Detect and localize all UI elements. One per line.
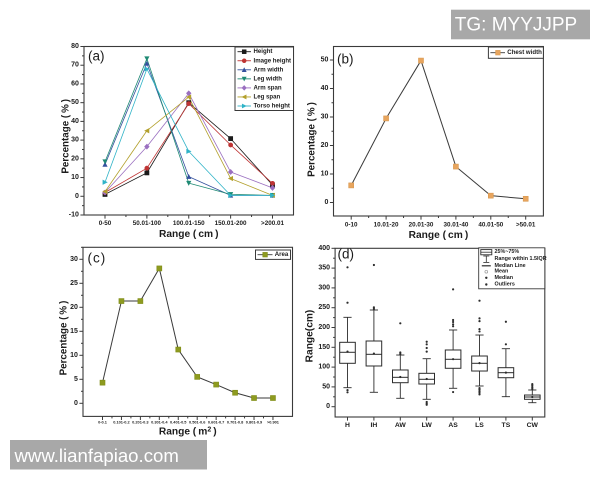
- svg-text:Percentage ( % ): Percentage ( % ): [307, 102, 318, 177]
- svg-text:Area: Area: [275, 251, 289, 258]
- svg-text:0: 0: [75, 193, 79, 200]
- svg-text:Percentage ( % ): Percentage ( % ): [61, 99, 72, 174]
- svg-text:15: 15: [70, 328, 78, 335]
- svg-text:10: 10: [321, 171, 329, 178]
- svg-text:300: 300: [318, 284, 330, 291]
- svg-text:Arm span: Arm span: [254, 84, 282, 91]
- svg-text:Leg span: Leg span: [254, 93, 281, 100]
- svg-text:0-50: 0-50: [99, 220, 112, 227]
- svg-text:30.01-40: 30.01-40: [443, 221, 468, 228]
- svg-text:Range(cm): Range(cm): [305, 310, 316, 363]
- svg-text:LW: LW: [422, 422, 433, 429]
- svg-text:20: 20: [70, 304, 78, 311]
- svg-text:350: 350: [318, 265, 330, 272]
- svg-text:25%~75%: 25%~75%: [495, 249, 520, 255]
- svg-text:TG: MYYJJPP: TG: MYYJJPP: [455, 15, 577, 36]
- svg-text:LS: LS: [475, 422, 484, 429]
- svg-text:50.01-100: 50.01-100: [133, 220, 162, 227]
- svg-text:40.01-50: 40.01-50: [478, 221, 503, 228]
- svg-text:0.801-0.9: 0.801-0.9: [246, 419, 263, 424]
- svg-text:0.701-0.8: 0.701-0.8: [227, 419, 244, 424]
- svg-text:0.301-0.4: 0.301-0.4: [151, 419, 168, 424]
- svg-text:>200.01: >200.01: [261, 220, 284, 227]
- svg-text:www.lianfapiao.com: www.lianfapiao.com: [14, 445, 179, 466]
- svg-text:30: 30: [71, 137, 79, 144]
- svg-text:50: 50: [322, 383, 330, 390]
- svg-text:(d): (d): [338, 247, 355, 262]
- svg-text:70: 70: [71, 62, 79, 69]
- svg-text:Arm width: Arm width: [254, 66, 284, 73]
- svg-text:Outliers: Outliers: [495, 282, 515, 288]
- svg-text:TS: TS: [502, 422, 511, 429]
- svg-text:Leg width: Leg width: [254, 75, 283, 82]
- svg-text:10: 10: [71, 174, 79, 181]
- svg-text:Height: Height: [254, 48, 273, 55]
- svg-text:20: 20: [71, 155, 79, 162]
- svg-text:AW: AW: [395, 422, 407, 429]
- svg-text:Range ( cm ): Range ( cm ): [159, 229, 219, 240]
- svg-text:(b): (b): [337, 52, 354, 67]
- svg-text:150: 150: [318, 344, 330, 351]
- svg-text:Range ( m2 ): Range ( m2 ): [159, 427, 217, 438]
- svg-text:H: H: [345, 422, 350, 429]
- svg-text:0: 0: [324, 199, 328, 206]
- svg-text:40: 40: [321, 85, 329, 92]
- svg-text:Range within 1.5IQR: Range within 1.5IQR: [495, 256, 547, 262]
- svg-text:Torso height: Torso height: [254, 103, 290, 110]
- svg-text:30: 30: [321, 114, 329, 121]
- svg-text:Median Line: Median Line: [495, 263, 526, 269]
- svg-text:0.401-0.5: 0.401-0.5: [170, 419, 187, 424]
- svg-text:0-0.1: 0-0.1: [98, 419, 108, 424]
- svg-text:50: 50: [71, 99, 79, 106]
- svg-text:0.201-0.3: 0.201-0.3: [132, 419, 149, 424]
- svg-text:Image height: Image height: [254, 57, 292, 64]
- svg-text:(c): (c): [88, 251, 107, 266]
- svg-text:-10: -10: [69, 212, 79, 219]
- svg-text:0: 0: [74, 400, 78, 407]
- svg-text:250: 250: [318, 304, 330, 311]
- svg-text:(a): (a): [88, 49, 105, 64]
- svg-text:0: 0: [326, 403, 330, 410]
- svg-text:>50.01: >50.01: [516, 221, 536, 228]
- svg-text:25: 25: [70, 280, 78, 287]
- svg-text:20.01-30: 20.01-30: [409, 221, 434, 228]
- svg-text:100: 100: [318, 364, 330, 371]
- svg-text:0.501-0.6: 0.501-0.6: [189, 419, 206, 424]
- svg-text:5: 5: [74, 376, 78, 383]
- svg-text:60: 60: [71, 80, 79, 87]
- svg-text:0.101-0.2: 0.101-0.2: [113, 419, 130, 424]
- svg-text:100.01-150: 100.01-150: [173, 220, 205, 227]
- svg-text:Median: Median: [495, 275, 514, 281]
- svg-text:0.601-0.7: 0.601-0.7: [208, 419, 224, 424]
- svg-text:10.01-20: 10.01-20: [374, 221, 399, 228]
- svg-text:10: 10: [70, 352, 78, 359]
- svg-text:200: 200: [318, 324, 330, 331]
- svg-text:20: 20: [321, 142, 329, 149]
- svg-text:80: 80: [71, 43, 79, 50]
- svg-text:0-10: 0-10: [345, 221, 358, 228]
- svg-text:50: 50: [321, 57, 329, 64]
- svg-text:150.01-200: 150.01-200: [215, 220, 247, 227]
- svg-text:40: 40: [71, 118, 79, 125]
- svg-text:Chest width: Chest width: [507, 49, 542, 56]
- svg-text:Percentage ( % ): Percentage ( % ): [59, 301, 70, 376]
- svg-text:30: 30: [70, 256, 78, 263]
- svg-text:Mean: Mean: [495, 269, 509, 275]
- svg-text:CW: CW: [527, 422, 539, 429]
- svg-text:>0.901: >0.901: [267, 419, 280, 424]
- svg-text:Range ( cm ): Range ( cm ): [409, 230, 469, 241]
- svg-text:IH: IH: [370, 422, 377, 429]
- svg-text:AS: AS: [448, 422, 458, 429]
- svg-text:400: 400: [318, 245, 330, 252]
